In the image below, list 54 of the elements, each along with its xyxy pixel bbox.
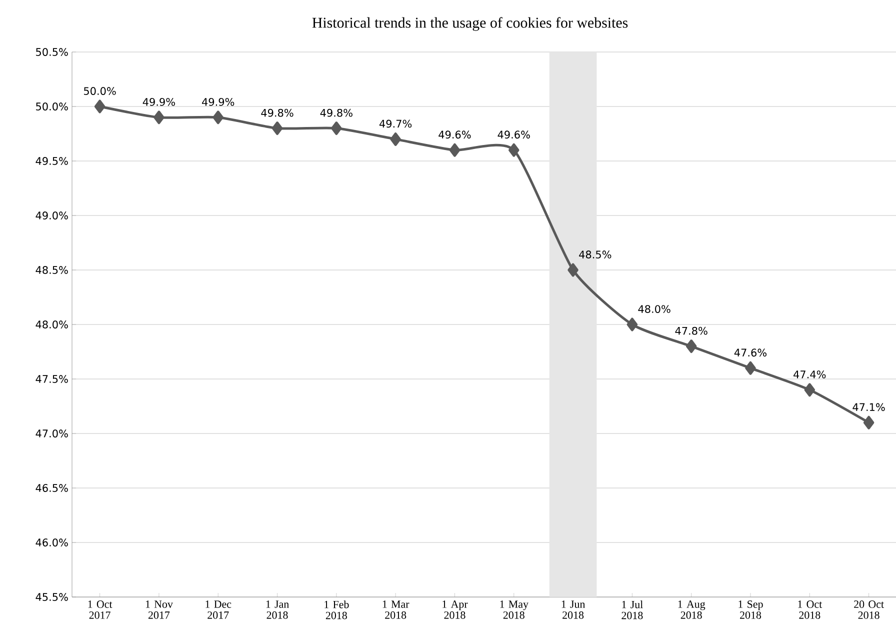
x-tick-label: 1 Jul 2018	[622, 600, 643, 620]
x-tick-label: 1 May 2018	[500, 600, 528, 619]
x-tick-label: 1 Dec 2017	[206, 600, 232, 619]
text: 49.6%	[498, 130, 530, 139]
text: 49.6%	[438, 130, 471, 139]
x-tick-label: 20 Oct 2018	[854, 600, 884, 619]
y-tick-label: 50.0%	[36, 102, 68, 110]
text: 49.9%	[142, 98, 175, 106]
point	[272, 122, 283, 136]
x-tick-label: 1 Nov 2017	[146, 600, 173, 619]
point	[686, 340, 697, 354]
y-tick-label: 47.5%	[36, 375, 68, 383]
y-tick-label: 49.5%	[36, 157, 68, 165]
text: 48.0%	[638, 305, 670, 313]
point	[804, 383, 816, 397]
x-tick-label: 1 Apr 2018	[442, 600, 468, 619]
x-tick-label: 1 Oct 2017	[88, 600, 112, 619]
y-tick-label: 48.5%	[36, 266, 68, 274]
text: 47.1%	[852, 403, 885, 412]
point	[508, 143, 520, 157]
point	[568, 263, 578, 277]
point	[154, 110, 164, 124]
point	[745, 361, 756, 375]
x-tick-label: 1 Mar 2018	[382, 600, 410, 619]
x-tick-label: 1 Jan 2018	[266, 600, 289, 619]
point	[212, 110, 224, 124]
y-tick-label: 49.0%	[36, 212, 68, 220]
text: 50.0%	[84, 87, 116, 95]
chart-title: Historical trends in the usage of cookies for websites	[312, 17, 628, 31]
y-tick-label: 47.0%	[36, 430, 68, 438]
y-tick-label: 45.5%	[36, 593, 68, 601]
text: 49.8%	[320, 108, 352, 117]
point	[94, 100, 106, 114]
text: 49.9%	[202, 98, 234, 106]
x-tick-label: 1 Aug 2018	[678, 600, 706, 619]
x-tick-label: 1 Feb 2018	[324, 600, 349, 620]
text: 47.4%	[794, 370, 826, 378]
text: 48.5%	[579, 250, 612, 258]
text: 47.6%	[734, 348, 767, 357]
text: 49.7%	[379, 120, 412, 128]
text: 49.8%	[261, 108, 294, 117]
y-tick-label: 48.0%	[36, 320, 68, 328]
x-tick-label: 1 Sep 2018	[738, 600, 763, 619]
point	[626, 318, 638, 332]
y-tick-label: 50.5%	[36, 48, 68, 56]
point	[863, 416, 874, 430]
x-tick-label: 1 Jun 2018	[562, 600, 586, 619]
y-tick-label: 46.5%	[36, 484, 68, 492]
x-tick-label: 1 Oct 2018	[798, 600, 822, 619]
point	[390, 132, 401, 146]
point	[449, 143, 460, 157]
text: 47.8%	[675, 326, 708, 335]
y-tick-label: 46.0%	[36, 538, 68, 546]
point	[331, 122, 342, 136]
